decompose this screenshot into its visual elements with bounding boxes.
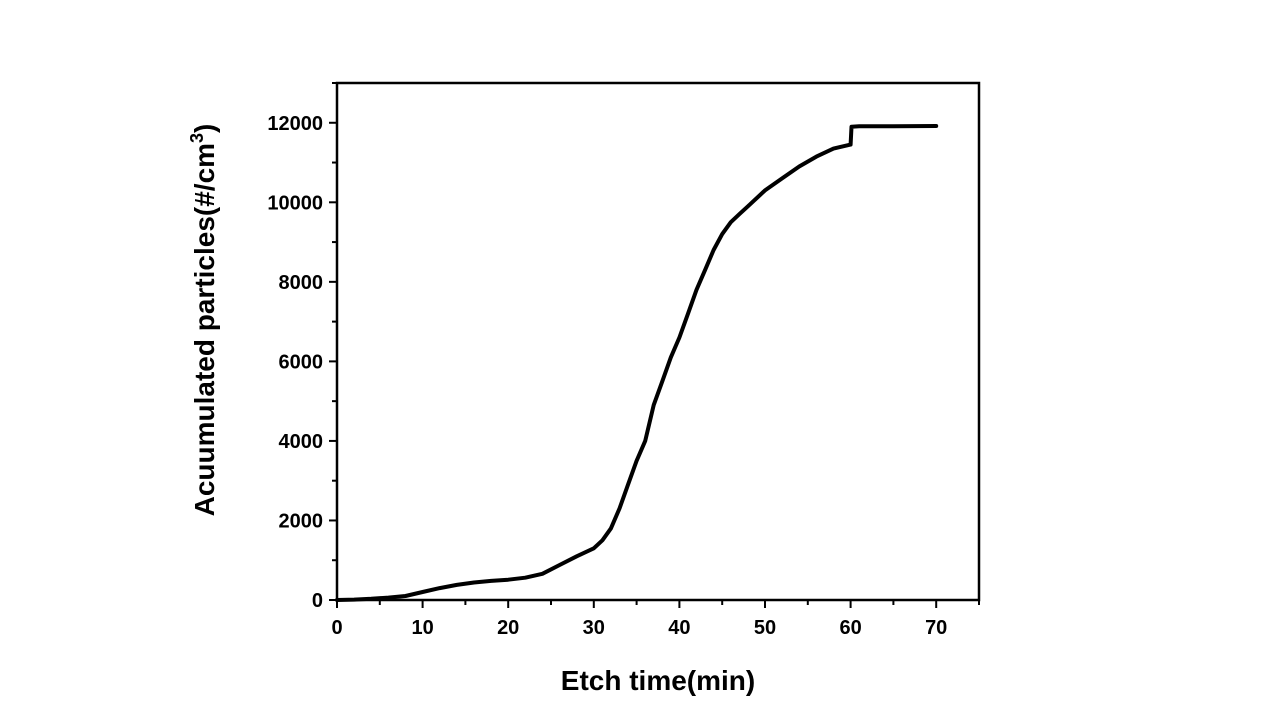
y-tick-label: 12000: [267, 113, 323, 135]
x-tick-label: 10: [411, 617, 433, 639]
y-tick-label: 4000: [279, 431, 324, 453]
x-tick-label: 30: [583, 617, 605, 639]
x-tick-label: 70: [925, 617, 947, 639]
y-axis-title: Acuumulated particles(#/cm3): [187, 124, 220, 517]
y-axis-title-superscript: 3: [187, 133, 207, 143]
x-tick-label: 20: [497, 617, 519, 639]
x-tick-label: 0: [331, 617, 342, 639]
x-axis-title: Etch time(min): [561, 665, 755, 696]
x-tick-label: 40: [668, 617, 690, 639]
x-tick-label: 60: [839, 617, 861, 639]
x-tick-label: 50: [754, 617, 776, 639]
y-tick-label: 10000: [267, 192, 323, 214]
series-line: [335, 124, 939, 602]
y-tick-label: 6000: [279, 351, 324, 373]
x-axis: 0 10 20 30 40 50 60 70: [331, 600, 980, 639]
y-tick-label: 8000: [279, 272, 324, 294]
y-axis: 0 2000 4000 6000 8000 10000 12000: [267, 82, 337, 612]
plot-frame: [335, 81, 981, 602]
y-tick-label: 0: [312, 590, 323, 612]
y-axis-title-close: ): [189, 124, 220, 133]
y-axis-title-main: Acuumulated particles(#/cm: [189, 143, 220, 516]
y-tick-label: 2000: [279, 510, 324, 532]
